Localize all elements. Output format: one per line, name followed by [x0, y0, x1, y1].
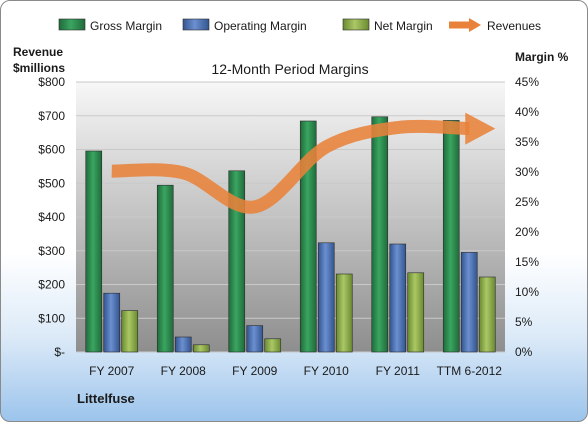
left-tick-label: $100 — [38, 311, 65, 325]
right-tick-label: 20% — [515, 225, 539, 239]
chart-title: 12-Month Period Margins — [211, 61, 368, 77]
legend-label: Gross Margin — [90, 19, 162, 33]
left-tick-label: $200 — [38, 278, 65, 292]
bar-operating-margin — [317, 242, 335, 353]
bar-gross-margin — [371, 116, 389, 353]
legend-label: Operating Margin — [214, 19, 307, 33]
bar-operating-margin — [103, 292, 121, 353]
right-tick-label: 10% — [515, 285, 539, 299]
right-tick-label: 5% — [515, 315, 533, 329]
bar-net-margin — [478, 276, 496, 353]
right-axis-label: Margin % — [515, 50, 569, 64]
bar-net-margin — [335, 273, 353, 353]
x-tick-label: TTM 6-2012 — [437, 364, 503, 378]
bar-gross-margin — [442, 120, 460, 353]
left-axis-label-line1: Revenue — [13, 45, 63, 59]
legend-label: Revenues — [487, 19, 541, 33]
bar-gross-margin — [299, 120, 317, 353]
bar-operating-margin — [460, 252, 478, 353]
left-tick-label: $800 — [38, 75, 65, 89]
x-tick-label: FY 2008 — [161, 364, 206, 378]
legend-swatch — [182, 18, 210, 31]
legend-label: Net Margin — [374, 19, 433, 33]
right-tick-label: 35% — [515, 135, 539, 149]
legend-swatch — [58, 18, 86, 31]
left-axis-label-line2: $millions — [13, 61, 65, 75]
bar-operating-margin — [389, 243, 407, 353]
right-tick-label: 25% — [515, 195, 539, 209]
left-tick-label: $700 — [38, 109, 65, 123]
bar-operating-margin — [246, 325, 264, 353]
left-tick-label: $- — [54, 345, 65, 359]
legend-arrow-icon — [469, 18, 481, 32]
x-tick-label: FY 2007 — [89, 364, 134, 378]
x-tick-label: FY 2010 — [304, 364, 349, 378]
bar-gross-margin — [228, 170, 246, 353]
bar-gross-margin — [85, 150, 103, 353]
revenues-line — [111, 119, 470, 214]
right-tick-label: 30% — [515, 165, 539, 179]
right-tick-label: 0% — [515, 345, 533, 359]
bar-net-margin — [264, 338, 282, 353]
bar-operating-margin — [174, 336, 192, 353]
left-tick-label: $500 — [38, 176, 65, 190]
right-tick-label: 40% — [515, 105, 539, 119]
left-tick-label: $600 — [38, 143, 65, 157]
legend-swatch — [342, 18, 370, 31]
right-tick-label: 15% — [515, 255, 539, 269]
revenues-arrowhead — [465, 112, 496, 145]
right-tick-label: 45% — [515, 75, 539, 89]
left-tick-label: $300 — [38, 244, 65, 258]
company-name: Littelfuse — [77, 391, 135, 406]
bar-net-margin — [407, 272, 425, 353]
bar-gross-margin — [156, 184, 174, 353]
x-tick-label: FY 2011 — [376, 364, 421, 378]
x-tick-label: FY 2009 — [232, 364, 277, 378]
bar-net-margin — [121, 310, 139, 353]
left-tick-label: $400 — [38, 210, 65, 224]
bar-net-margin — [192, 344, 210, 353]
